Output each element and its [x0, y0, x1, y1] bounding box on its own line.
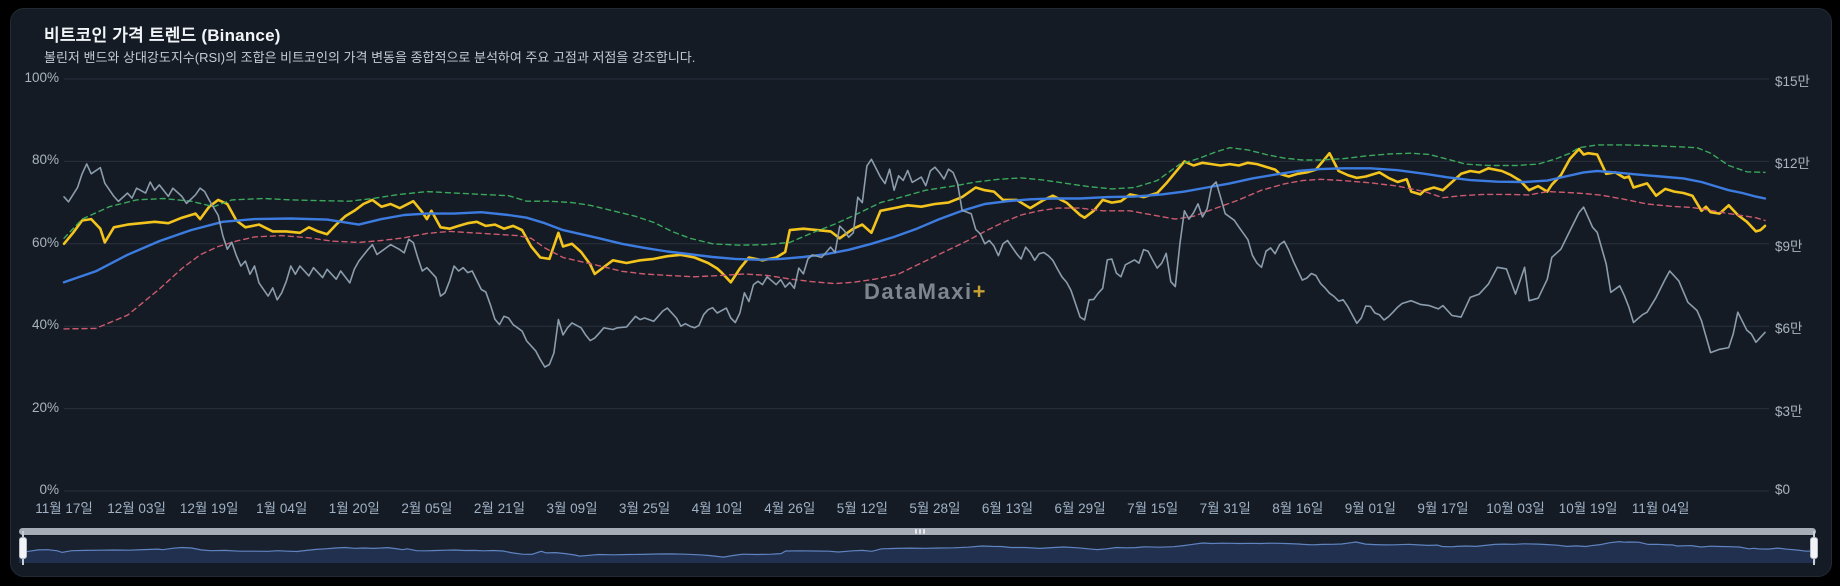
main-chart-svg [62, 78, 1769, 492]
watermark: DataMaxi+ [864, 279, 987, 305]
bollinger-middle-line [62, 167, 1767, 284]
y-axis-right-label: $6만 [1775, 321, 1803, 337]
x-axis-label: 5월 12일 [836, 501, 888, 516]
y-axis-right-label: $9만 [1775, 238, 1803, 254]
x-axis-label: 1월 20일 [328, 501, 380, 516]
y-axis-left-label: 80% [31, 152, 59, 168]
x-axis-label: 11월 04일 [1631, 501, 1690, 516]
watermark-plus-icon: + [972, 279, 987, 304]
x-axis-label: 10월 03일 [1486, 501, 1545, 516]
btc-price-line [62, 147, 1767, 284]
x-axis-label: 11월 17일 [35, 501, 93, 516]
rsi-line [63, 158, 1766, 368]
x-axis-label: 6월 13일 [981, 501, 1034, 516]
horizontal-scrollbar-thumb[interactable] [19, 528, 1816, 535]
bollinger-lower-line [63, 178, 1766, 330]
bollinger-upper-line [63, 144, 1766, 246]
x-axis-label: 2월 05일 [401, 501, 453, 516]
x-axis-label: 4월 26일 [764, 501, 816, 516]
y-axis-left-label: 60% [31, 234, 59, 250]
x-axis-label: 12월 19일 [179, 501, 239, 516]
x-axis-label: 10월 19일 [1558, 501, 1618, 516]
x-axis-label: 7월 31일 [1199, 501, 1251, 516]
navigator-right-handle[interactable] [1810, 537, 1818, 559]
y-axis-left-label: 40% [31, 317, 59, 333]
x-axis-label: 5월 28일 [909, 501, 961, 516]
page-title: 비트코인 가격 트렌드 (Binance) [44, 26, 281, 45]
x-axis-label: 3월 09일 [546, 501, 598, 516]
x-axis-label: 2월 21일 [473, 501, 526, 516]
navigator-svg [18, 540, 1817, 563]
y-axis-right-label: $12만 [1775, 156, 1810, 172]
x-axis-label: 9월 17일 [1417, 501, 1469, 516]
y-axis-right-label: $3만 [1775, 403, 1803, 419]
y-axis-left-label: 0% [39, 482, 59, 497]
scrollbar-grip-icon [919, 529, 921, 534]
navigator-line [18, 540, 1817, 558]
y-axis-right-label: $15만 [1775, 74, 1810, 89]
x-axis-label: 9월 01일 [1344, 501, 1396, 516]
y-axis-right-label: $0 [1775, 482, 1791, 497]
x-axis-label: 12월 03일 [107, 501, 166, 516]
scrollbar-grip-icon [923, 529, 925, 534]
y-axis-left-label: 100% [24, 70, 59, 85]
navigator-left-handle[interactable] [19, 537, 27, 559]
y-axis-left-label: 20% [31, 399, 59, 415]
x-axis-label: 4월 10일 [691, 501, 743, 516]
watermark-text: DataMaxi [864, 279, 973, 304]
x-axis-label: 7월 15일 [1127, 501, 1179, 516]
chart-layer: 100% 80% 60% 40% 20% 0% $15만 $12만 $9만 $6만 $3만 $0 1… [11, 9, 1831, 576]
x-axis-label: 6월 29일 [1054, 501, 1106, 516]
chart-panel: 비트코인 가격 트렌드 (Binance) 볼린저 밴드와 상대강도지수(RSI… [10, 8, 1832, 577]
x-axis-label: 3월 25일 [619, 501, 671, 516]
x-axis-label: 1월 04일 [256, 501, 308, 516]
x-axis-label: 8월 16일 [1272, 501, 1324, 516]
scrollbar-grip-icon [915, 529, 917, 534]
page-subtitle: 볼린저 밴드와 상대강도지수(RSI)의 조합은 비트코인의 가격 변동을 종합… [44, 50, 696, 65]
range-navigator[interactable] [18, 536, 1817, 563]
navigator-area [19, 541, 1816, 563]
